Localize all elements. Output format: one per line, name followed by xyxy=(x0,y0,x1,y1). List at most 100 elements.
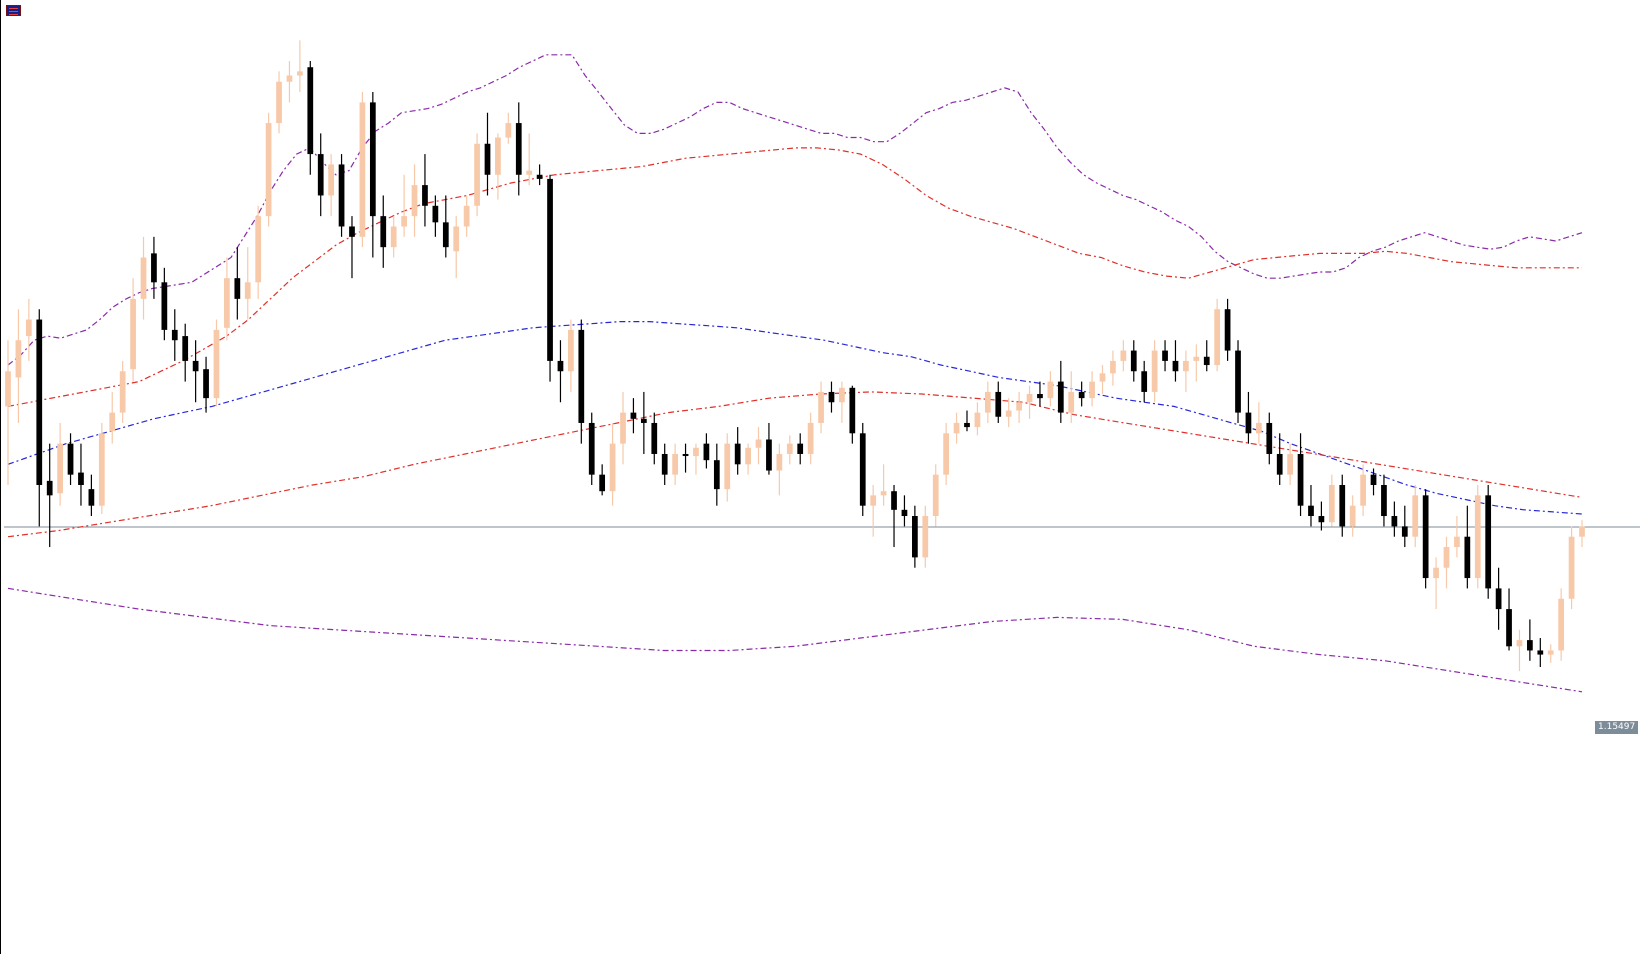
candle-body xyxy=(349,226,355,237)
chart-menu-icon[interactable] xyxy=(6,5,21,16)
candle-body xyxy=(974,412,981,428)
candle xyxy=(1110,350,1116,386)
candle xyxy=(682,443,689,473)
candle-body xyxy=(1287,453,1293,475)
candle xyxy=(922,505,929,568)
candle xyxy=(1276,433,1283,485)
candle-body xyxy=(276,81,282,124)
candle-body xyxy=(46,480,53,496)
candle xyxy=(474,133,480,217)
candle-body xyxy=(557,360,564,372)
candle-body xyxy=(1183,360,1189,372)
candle xyxy=(5,340,11,485)
candle-body xyxy=(1381,485,1387,517)
candle xyxy=(1433,557,1439,610)
candle xyxy=(1099,365,1106,394)
candle xyxy=(1214,298,1221,372)
candle-body xyxy=(640,418,647,423)
candle xyxy=(1266,412,1273,465)
candle-body xyxy=(182,336,189,361)
candle xyxy=(1026,385,1033,419)
candle xyxy=(995,381,1002,423)
candle xyxy=(1349,495,1356,537)
candle-body xyxy=(651,422,658,454)
candle xyxy=(67,433,74,485)
candle xyxy=(1391,501,1398,537)
candle xyxy=(849,385,856,444)
candle xyxy=(661,443,668,485)
candle-body xyxy=(766,439,772,471)
candle-body xyxy=(1162,350,1168,361)
candle-body xyxy=(588,422,595,475)
candle xyxy=(1287,443,1293,485)
candle-body xyxy=(495,137,501,175)
candle-body xyxy=(1016,402,1022,411)
candle-body xyxy=(786,443,793,454)
candle-body xyxy=(484,143,491,175)
candle-body xyxy=(672,453,678,475)
candle-body xyxy=(1297,453,1304,506)
candle xyxy=(422,154,428,227)
candle-body xyxy=(36,319,43,485)
candle xyxy=(297,40,303,93)
candle-body xyxy=(1005,410,1012,417)
candle-body xyxy=(1110,360,1116,374)
candle xyxy=(151,236,157,299)
candle-body xyxy=(505,123,512,138)
candle-body xyxy=(1130,350,1137,372)
candle xyxy=(932,464,939,527)
candle xyxy=(453,216,460,279)
candle-body xyxy=(161,282,168,330)
chart-left-border xyxy=(0,0,1,954)
candle xyxy=(745,443,751,475)
candle-body xyxy=(1370,474,1377,485)
candle xyxy=(244,247,251,320)
candle xyxy=(755,427,762,465)
candle xyxy=(766,422,772,475)
candle xyxy=(276,71,282,134)
candle-body xyxy=(818,391,824,423)
candle xyxy=(203,356,209,413)
candle xyxy=(1120,340,1127,372)
candle xyxy=(307,61,314,175)
candle xyxy=(1360,464,1366,517)
candle-body xyxy=(828,391,835,403)
candle xyxy=(36,309,43,527)
candle xyxy=(1558,588,1565,661)
candle xyxy=(1151,340,1158,403)
candle-body xyxy=(171,329,178,341)
candle-body xyxy=(891,491,897,510)
candle-body xyxy=(1120,350,1127,361)
candle xyxy=(463,195,470,237)
candle xyxy=(1297,433,1304,517)
candle-body xyxy=(109,412,116,432)
candle xyxy=(411,164,418,237)
candle xyxy=(171,309,178,361)
candle-body xyxy=(213,329,220,399)
candle xyxy=(401,174,407,237)
candle xyxy=(1443,536,1450,589)
candle xyxy=(891,485,897,548)
candle xyxy=(984,381,991,423)
candle-body xyxy=(192,360,199,372)
candle xyxy=(797,433,804,465)
candle xyxy=(880,464,887,506)
candle xyxy=(213,319,220,407)
candle-body xyxy=(1203,356,1210,366)
candle-body xyxy=(703,443,710,461)
candle xyxy=(1318,501,1325,531)
candle-body xyxy=(453,226,460,252)
candle-body xyxy=(849,387,856,434)
candle xyxy=(557,340,564,403)
candle xyxy=(390,216,397,258)
candle-body xyxy=(1141,371,1148,392)
candle xyxy=(119,360,126,423)
candle xyxy=(640,391,647,454)
candle xyxy=(547,174,553,382)
candle-body xyxy=(57,443,63,494)
candle-body xyxy=(474,143,480,206)
candle-body xyxy=(1547,650,1554,655)
candle xyxy=(328,154,335,217)
